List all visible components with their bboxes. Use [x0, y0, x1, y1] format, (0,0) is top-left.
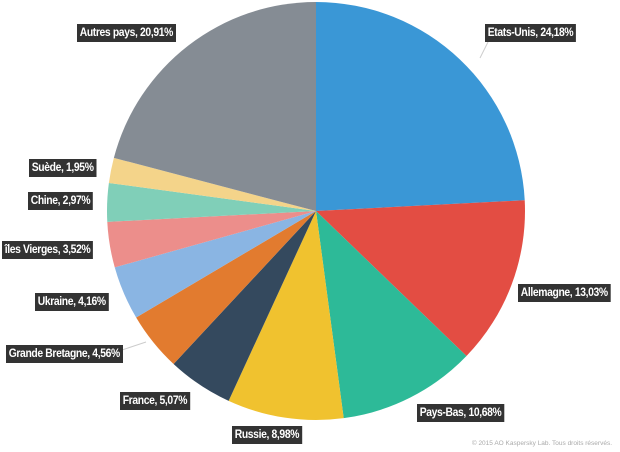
label-allemagne: Allemagne, 13,03% [518, 284, 611, 302]
label-pays-bas: Pays-Bas, 10,68% [417, 404, 505, 422]
leader-line [121, 341, 147, 351]
label-iles-vierges: îles Vierges, 3,52% [2, 241, 94, 259]
label-etats-unis: Etats-Unis, 24,18% [485, 24, 576, 42]
pie-slice-france [173, 211, 316, 401]
pie-slice-pays-bas [316, 211, 467, 419]
pie-slice-allemagne [316, 200, 525, 357]
pie-slice-etats-unis [316, 2, 525, 211]
pie-slice-grande-bretagne [136, 211, 316, 364]
label-russie: Russie, 8,98% [232, 426, 302, 444]
label-chine: Chine, 2,97% [28, 192, 93, 210]
label-france: France, 5,07% [120, 392, 190, 410]
label-ukraine: Ukraine, 4,16% [35, 293, 109, 311]
pie-slice-ukraine [114, 211, 316, 318]
pie-slice-chine [106, 182, 316, 222]
pie-slice-îles-vierges [107, 211, 316, 268]
copyright-text: © 2015 AO Kaspersky Lab. Tous droits rés… [471, 440, 612, 447]
label-suede: Suède, 1,95% [29, 159, 97, 177]
pie-slice-suède [108, 157, 316, 211]
pie-slice-russie [228, 211, 344, 421]
pie-slice-autres-pays [113, 2, 317, 211]
label-autres-pays: Autres pays, 20,91% [77, 24, 176, 42]
label-grande-bretagne: Grande Bretagne, 4,56% [6, 345, 123, 363]
